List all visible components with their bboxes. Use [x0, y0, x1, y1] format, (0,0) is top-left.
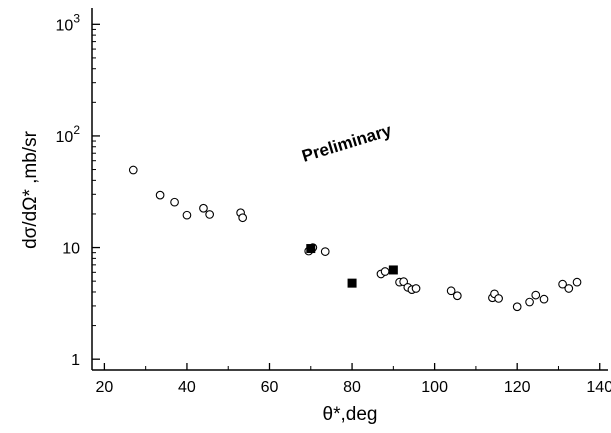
open-circle-marker [572, 277, 582, 287]
x-axis-ticks: 20 40 60 80 100 120 140 [95, 363, 611, 396]
x-tick-label: 140 [586, 379, 611, 396]
open-circle-marker [512, 302, 522, 312]
open-circle-marker [558, 279, 567, 289]
x-tick-label: 80 [343, 379, 361, 396]
open-circle-marker [320, 247, 330, 256]
open-circle-marker [411, 284, 421, 293]
open-circle-marker [170, 197, 179, 207]
open-circle-marker [494, 294, 503, 303]
open-circle-marker [564, 284, 574, 293]
open-circle-marker [452, 291, 462, 301]
open-circle-marker [539, 294, 549, 304]
open-circle-marker [238, 213, 248, 223]
open-circle-marker [531, 290, 541, 300]
filled-square-marker [306, 244, 316, 254]
open-circle-marker [205, 210, 214, 219]
data-markers [128, 165, 582, 312]
filled-square-marker [347, 278, 357, 288]
y-tick-label: 103 [56, 11, 81, 34]
y-tick-label: 10 [62, 241, 80, 258]
preliminary-annotation: Preliminary [300, 120, 395, 165]
open-circle-marker [199, 203, 208, 213]
open-circle-marker [380, 267, 390, 276]
open-circle-marker [525, 297, 534, 307]
x-tick-label: 40 [178, 379, 196, 396]
x-tick-label: 120 [504, 379, 531, 396]
y-tick-label: 1 [71, 352, 80, 369]
open-circle-marker [155, 190, 165, 200]
x-axis-label: θ*,deg [323, 404, 378, 425]
y-axis-ticks: 1 10 102 103 [56, 11, 100, 369]
x-tick-label: 60 [261, 379, 279, 396]
y-tick-label: 102 [56, 123, 81, 146]
open-circle-marker [182, 210, 192, 220]
x-tick-label: 100 [421, 379, 448, 396]
filled-square-marker [388, 265, 398, 275]
plot-frame [91, 8, 608, 371]
x-tick-label: 20 [95, 379, 113, 396]
y-axis-label: dσ/dΩ* ,mb/sr [20, 130, 41, 248]
open-circle-marker [128, 165, 138, 175]
open-circle-marker [399, 277, 409, 286]
open-circle-marker [446, 286, 456, 296]
